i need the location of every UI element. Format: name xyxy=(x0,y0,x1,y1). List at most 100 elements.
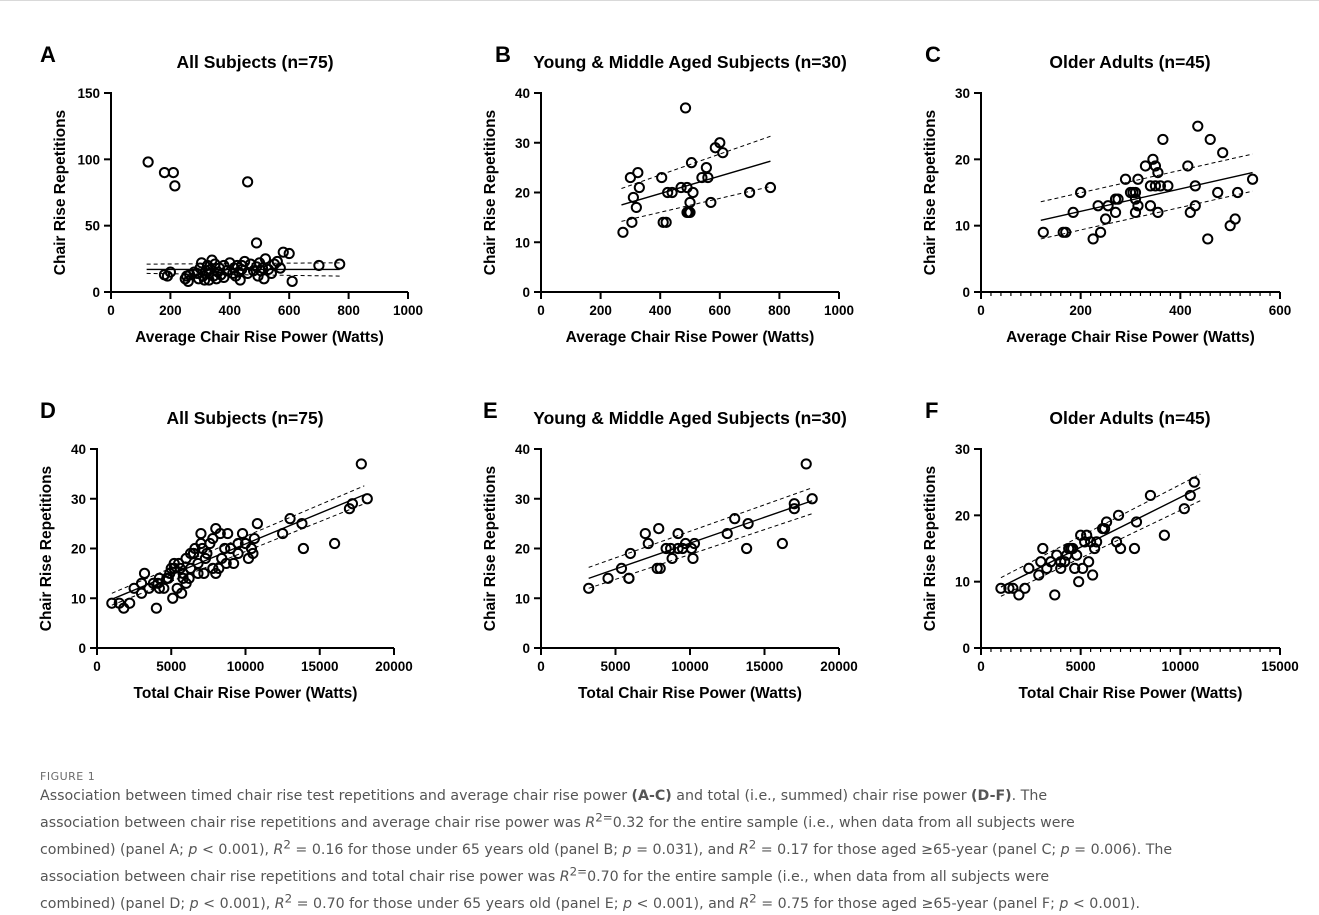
data-point-b xyxy=(629,193,638,202)
data-point-c xyxy=(1206,135,1215,144)
x-tick-label-b: 200 xyxy=(589,303,612,318)
data-point-b xyxy=(635,183,644,192)
panel-letter-c: C xyxy=(925,42,941,67)
y-axis-label-e: Chair Rise Repetitions xyxy=(482,466,499,631)
y-tick-label-f: 0 xyxy=(962,641,970,656)
x-tick-label-b: 800 xyxy=(768,303,791,318)
x-tick-label-e: 5000 xyxy=(600,659,630,674)
y-tick-label-b: 0 xyxy=(522,285,530,300)
x-tick-label-d: 10000 xyxy=(227,659,265,674)
data-point-c xyxy=(1231,214,1240,223)
y-tick-label-d: 40 xyxy=(71,442,86,457)
x-tick-label-c: 400 xyxy=(1169,303,1192,318)
y-tick-label-c: 20 xyxy=(955,152,970,167)
x-tick-label-e: 20000 xyxy=(820,659,858,674)
data-point-e xyxy=(742,544,751,553)
y-tick-label-c: 10 xyxy=(955,219,970,234)
data-point-c xyxy=(1101,214,1110,223)
x-tick-label-a: 800 xyxy=(337,303,360,318)
y-tick-label-d: 10 xyxy=(71,591,86,606)
y-tick-label-c: 30 xyxy=(955,86,970,101)
x-tick-label-b: 1000 xyxy=(824,303,854,318)
x-tick-label-b: 0 xyxy=(537,303,545,318)
data-point-e xyxy=(808,494,817,503)
data-point-e xyxy=(641,529,650,538)
data-point-c xyxy=(1193,122,1202,131)
data-point-a xyxy=(252,238,261,247)
data-point-c xyxy=(1218,148,1227,157)
y-tick-label-e: 20 xyxy=(515,542,530,557)
x-tick-label-a: 600 xyxy=(278,303,301,318)
data-point-a xyxy=(288,277,297,286)
y-tick-label-e: 40 xyxy=(515,442,530,457)
caption-line-3: combined) (panel A; p < 0.001), R2 = 0.1… xyxy=(40,842,1172,858)
data-point-d xyxy=(238,529,247,538)
ci-lower-line-b xyxy=(621,187,770,222)
caption-line-2: association between chair rise repetitio… xyxy=(40,815,1075,831)
y-tick-label-e: 0 xyxy=(522,641,530,656)
x-tick-label-e: 15000 xyxy=(746,659,784,674)
y-tick-label-a: 100 xyxy=(77,152,100,167)
panel-letter-d: D xyxy=(40,398,56,423)
x-axis-label-e: Total Chair Rise Power (Watts) xyxy=(578,685,802,702)
x-tick-label-e: 10000 xyxy=(671,659,709,674)
y-tick-label-d: 0 xyxy=(78,641,86,656)
x-tick-label-c: 200 xyxy=(1069,303,1092,318)
data-point-d xyxy=(196,529,205,538)
x-tick-label-d: 0 xyxy=(93,659,101,674)
y-axis-label-d: Chair Rise Repetitions xyxy=(38,466,55,631)
data-point-d xyxy=(253,519,262,528)
data-point-d xyxy=(152,604,161,613)
data-point-b xyxy=(681,103,690,112)
x-tick-label-a: 0 xyxy=(107,303,115,318)
data-point-c xyxy=(1111,208,1120,217)
figure-label: FIGURE 1 xyxy=(40,770,95,783)
data-point-f xyxy=(1020,584,1029,593)
data-point-e xyxy=(668,554,677,563)
data-point-e xyxy=(688,554,697,563)
data-point-e xyxy=(654,524,663,533)
x-tick-label-c: 600 xyxy=(1269,303,1292,318)
panel-title-a: All Subjects (n=75) xyxy=(176,52,333,72)
ci-upper-line-e xyxy=(589,488,813,568)
panel-title-b: Young & Middle Aged Subjects (n=30) xyxy=(533,52,847,72)
x-tick-label-c: 0 xyxy=(977,303,985,318)
ci-lower-line-d xyxy=(112,504,364,605)
figure-caption: Association between timed chair rise tes… xyxy=(40,786,1285,915)
data-point-a xyxy=(144,157,153,166)
x-axis-label-b: Average Chair Rise Power (Watts) xyxy=(566,329,815,346)
x-tick-label-d: 15000 xyxy=(301,659,339,674)
y-tick-label-a: 150 xyxy=(77,86,100,101)
y-axis-label-a: Chair Rise Repetitions xyxy=(52,110,69,275)
y-tick-label-f: 20 xyxy=(955,508,970,523)
data-point-f xyxy=(1084,557,1093,566)
panel-title-d: All Subjects (n=75) xyxy=(166,408,323,428)
caption-line-4: association between chair rise repetitio… xyxy=(40,869,1049,885)
x-axis-label-c: Average Chair Rise Power (Watts) xyxy=(1006,329,1255,346)
data-point-f xyxy=(1038,544,1047,553)
y-tick-label-f: 10 xyxy=(955,575,970,590)
panel-title-f: Older Adults (n=45) xyxy=(1049,408,1210,428)
y-tick-label-b: 40 xyxy=(515,86,530,101)
panel-letter-a: A xyxy=(40,42,56,67)
data-point-f xyxy=(1190,478,1199,487)
data-point-d xyxy=(125,599,134,608)
data-point-a xyxy=(169,168,178,177)
data-point-f xyxy=(1074,577,1083,586)
x-tick-label-f: 15000 xyxy=(1261,659,1299,674)
x-tick-label-a: 400 xyxy=(219,303,242,318)
data-point-d xyxy=(140,569,149,578)
ci-lower-line-f xyxy=(1001,501,1200,597)
data-point-b xyxy=(706,198,715,207)
data-point-c xyxy=(1203,234,1212,243)
data-point-e xyxy=(673,529,682,538)
y-tick-label-d: 20 xyxy=(71,542,86,557)
data-point-b xyxy=(633,168,642,177)
fit-line-b xyxy=(621,161,770,205)
data-point-b xyxy=(618,228,627,237)
data-point-a xyxy=(335,260,344,269)
data-point-c xyxy=(1096,228,1105,237)
data-point-c xyxy=(1039,228,1048,237)
data-point-c xyxy=(1213,188,1222,197)
data-point-f xyxy=(1024,564,1033,573)
